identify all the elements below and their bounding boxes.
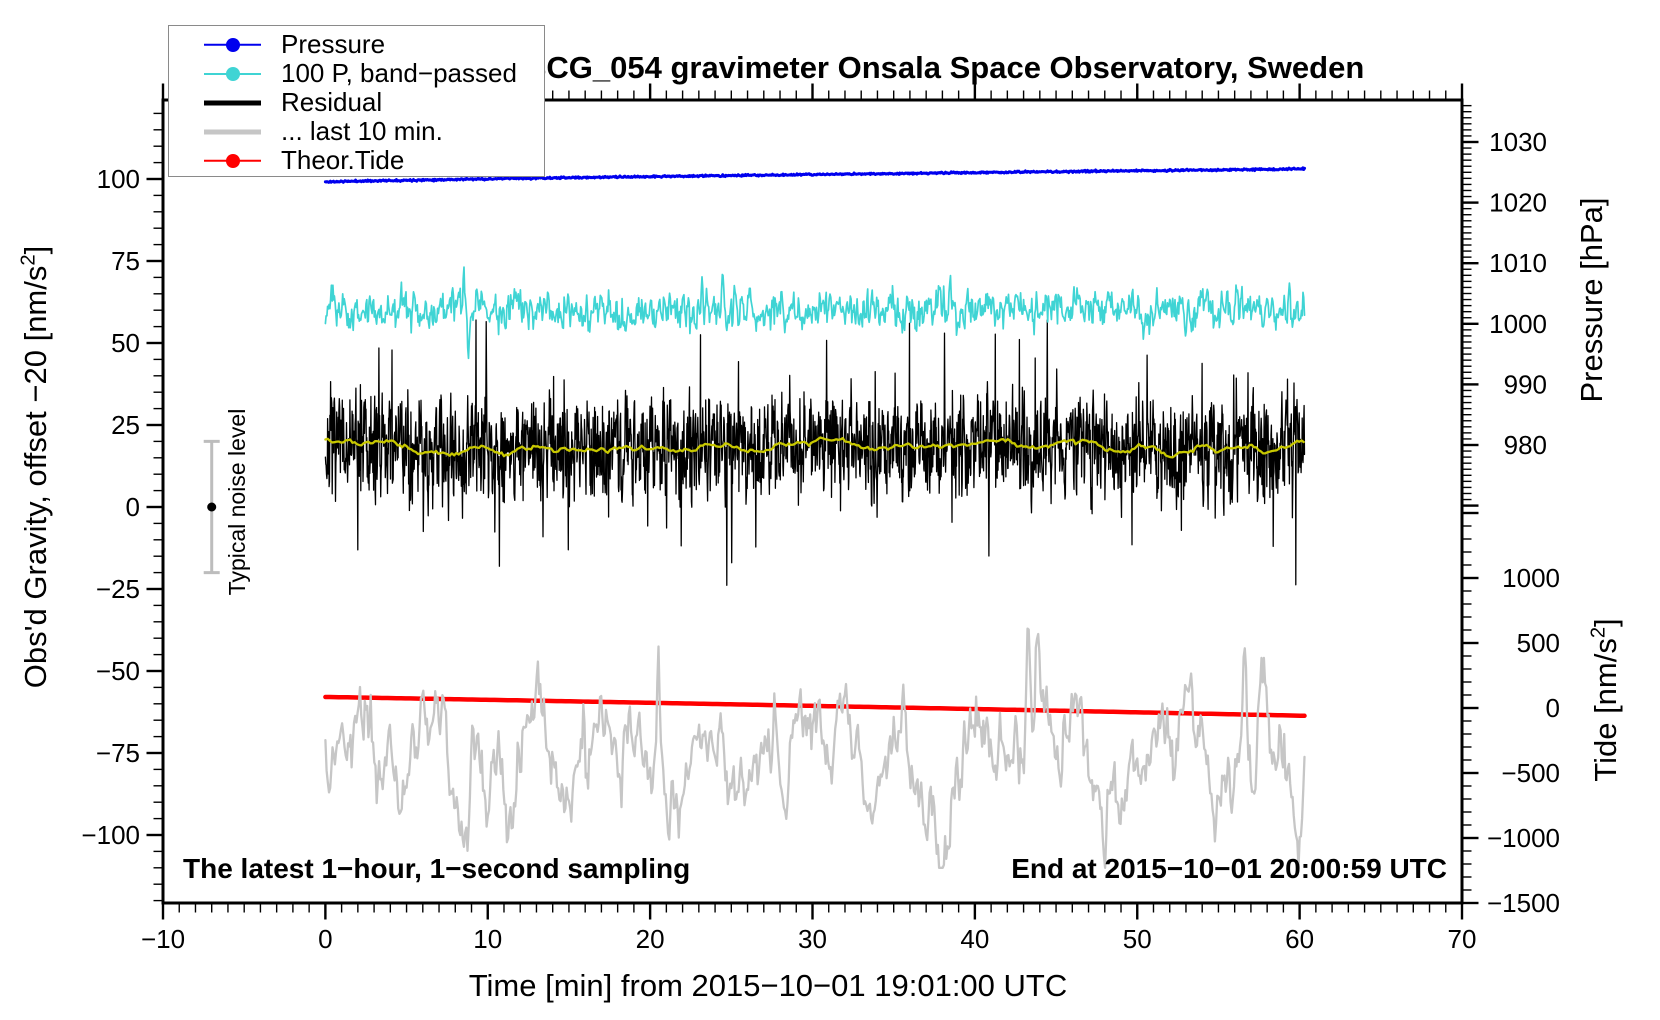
tide-axis-tick-label: −1000 bbox=[1487, 823, 1560, 853]
x-axis-tick-label: 0 bbox=[318, 924, 332, 954]
annotation-sampling: The latest 1−hour, 1−second sampling bbox=[183, 853, 691, 884]
tide-axis-tick-label: 0 bbox=[1546, 693, 1560, 723]
legend-item-residual: Residual bbox=[169, 87, 544, 117]
legend-swatch-band-passed bbox=[204, 66, 261, 81]
x-axis-tick-label: 60 bbox=[1285, 924, 1314, 954]
series-residual bbox=[324, 319, 1306, 586]
legend-label-theor-tide: Theor.Tide bbox=[281, 145, 405, 175]
plot-frame bbox=[161, 98, 1464, 905]
series-band-passed bbox=[324, 266, 1306, 360]
legend-item-theor-tide: Theor.Tide bbox=[169, 145, 544, 175]
series-residual-smoothed bbox=[324, 436, 1305, 459]
tide-axis-tick-label: −500 bbox=[1501, 758, 1560, 788]
pressure-axis-tick-label: 1000 bbox=[1489, 309, 1547, 339]
legend-label-last-10-min: ... last 10 min. bbox=[281, 116, 443, 146]
pressure-axis-tick-label: 1020 bbox=[1489, 188, 1547, 218]
legend-swatch-theor-tide bbox=[204, 153, 261, 168]
x-axis-tick-label: 70 bbox=[1448, 924, 1477, 954]
pressure-axis-tick-label: 980 bbox=[1504, 430, 1547, 460]
legend-swatch-pressure bbox=[204, 37, 261, 52]
legend-item-last-10-min: ... last 10 min. bbox=[169, 116, 544, 146]
y-axis-tick-label: 0 bbox=[126, 492, 140, 522]
y-axis-tick-label: 25 bbox=[111, 410, 140, 440]
legend-item-pressure: Pressure bbox=[169, 29, 544, 59]
x-axis-label: Time [min] from 2015−10−01 19:01:00 UTC bbox=[468, 968, 1068, 1003]
pressure-axis-tick-label: 990 bbox=[1504, 369, 1547, 399]
pressure-axis-tick-label: 1010 bbox=[1489, 248, 1547, 278]
tide-axis-tick-label: −1500 bbox=[1487, 888, 1560, 918]
y-axis-tick-label: −50 bbox=[96, 656, 140, 686]
tide-axis-tick-label: 1000 bbox=[1502, 563, 1560, 593]
series-pressure bbox=[323, 166, 1306, 184]
x-axis-tick-label: 50 bbox=[1123, 924, 1152, 954]
y-axis-tick-label: 50 bbox=[111, 328, 140, 358]
legend-label-band-passed: 100 P, band−passed bbox=[281, 58, 517, 88]
x-axis-tick-label: 40 bbox=[960, 924, 989, 954]
y-axis-tick-label: −25 bbox=[96, 574, 140, 604]
x-axis-tick-label: 20 bbox=[636, 924, 665, 954]
series-last-10-min bbox=[324, 627, 1306, 869]
noise-marker-dot bbox=[207, 502, 217, 512]
legend-label-residual: Residual bbox=[281, 87, 383, 117]
annotation-end-time: End at 2015−10−01 20:00:59 UTC bbox=[1011, 853, 1447, 884]
tide-axis-tick-label: 500 bbox=[1517, 628, 1560, 658]
x-axis-tick-label: 30 bbox=[798, 924, 827, 954]
legend-box: Pressure 100 P, band−passed Residual ...… bbox=[168, 25, 545, 177]
legend-swatch-last-10-min bbox=[204, 125, 261, 139]
legend-swatch-residual bbox=[204, 96, 261, 110]
x-axis-tick-label: 10 bbox=[473, 924, 502, 954]
y-axis-tick-label: 100 bbox=[97, 164, 140, 194]
chart-title: SCG_054 gravimeter Onsala Space Observat… bbox=[525, 50, 1365, 85]
y-axis-tick-label: 75 bbox=[111, 246, 140, 276]
x-axis-tick-label: −10 bbox=[141, 924, 185, 954]
y-axis-tick-label: −100 bbox=[81, 820, 140, 850]
pressure-axis-tick-label: 1030 bbox=[1489, 127, 1547, 157]
legend-item-band-passed: 100 P, band−passed bbox=[169, 58, 544, 88]
legend-label-pressure: Pressure bbox=[281, 29, 386, 59]
y-axis-tick-label: −75 bbox=[96, 738, 140, 768]
